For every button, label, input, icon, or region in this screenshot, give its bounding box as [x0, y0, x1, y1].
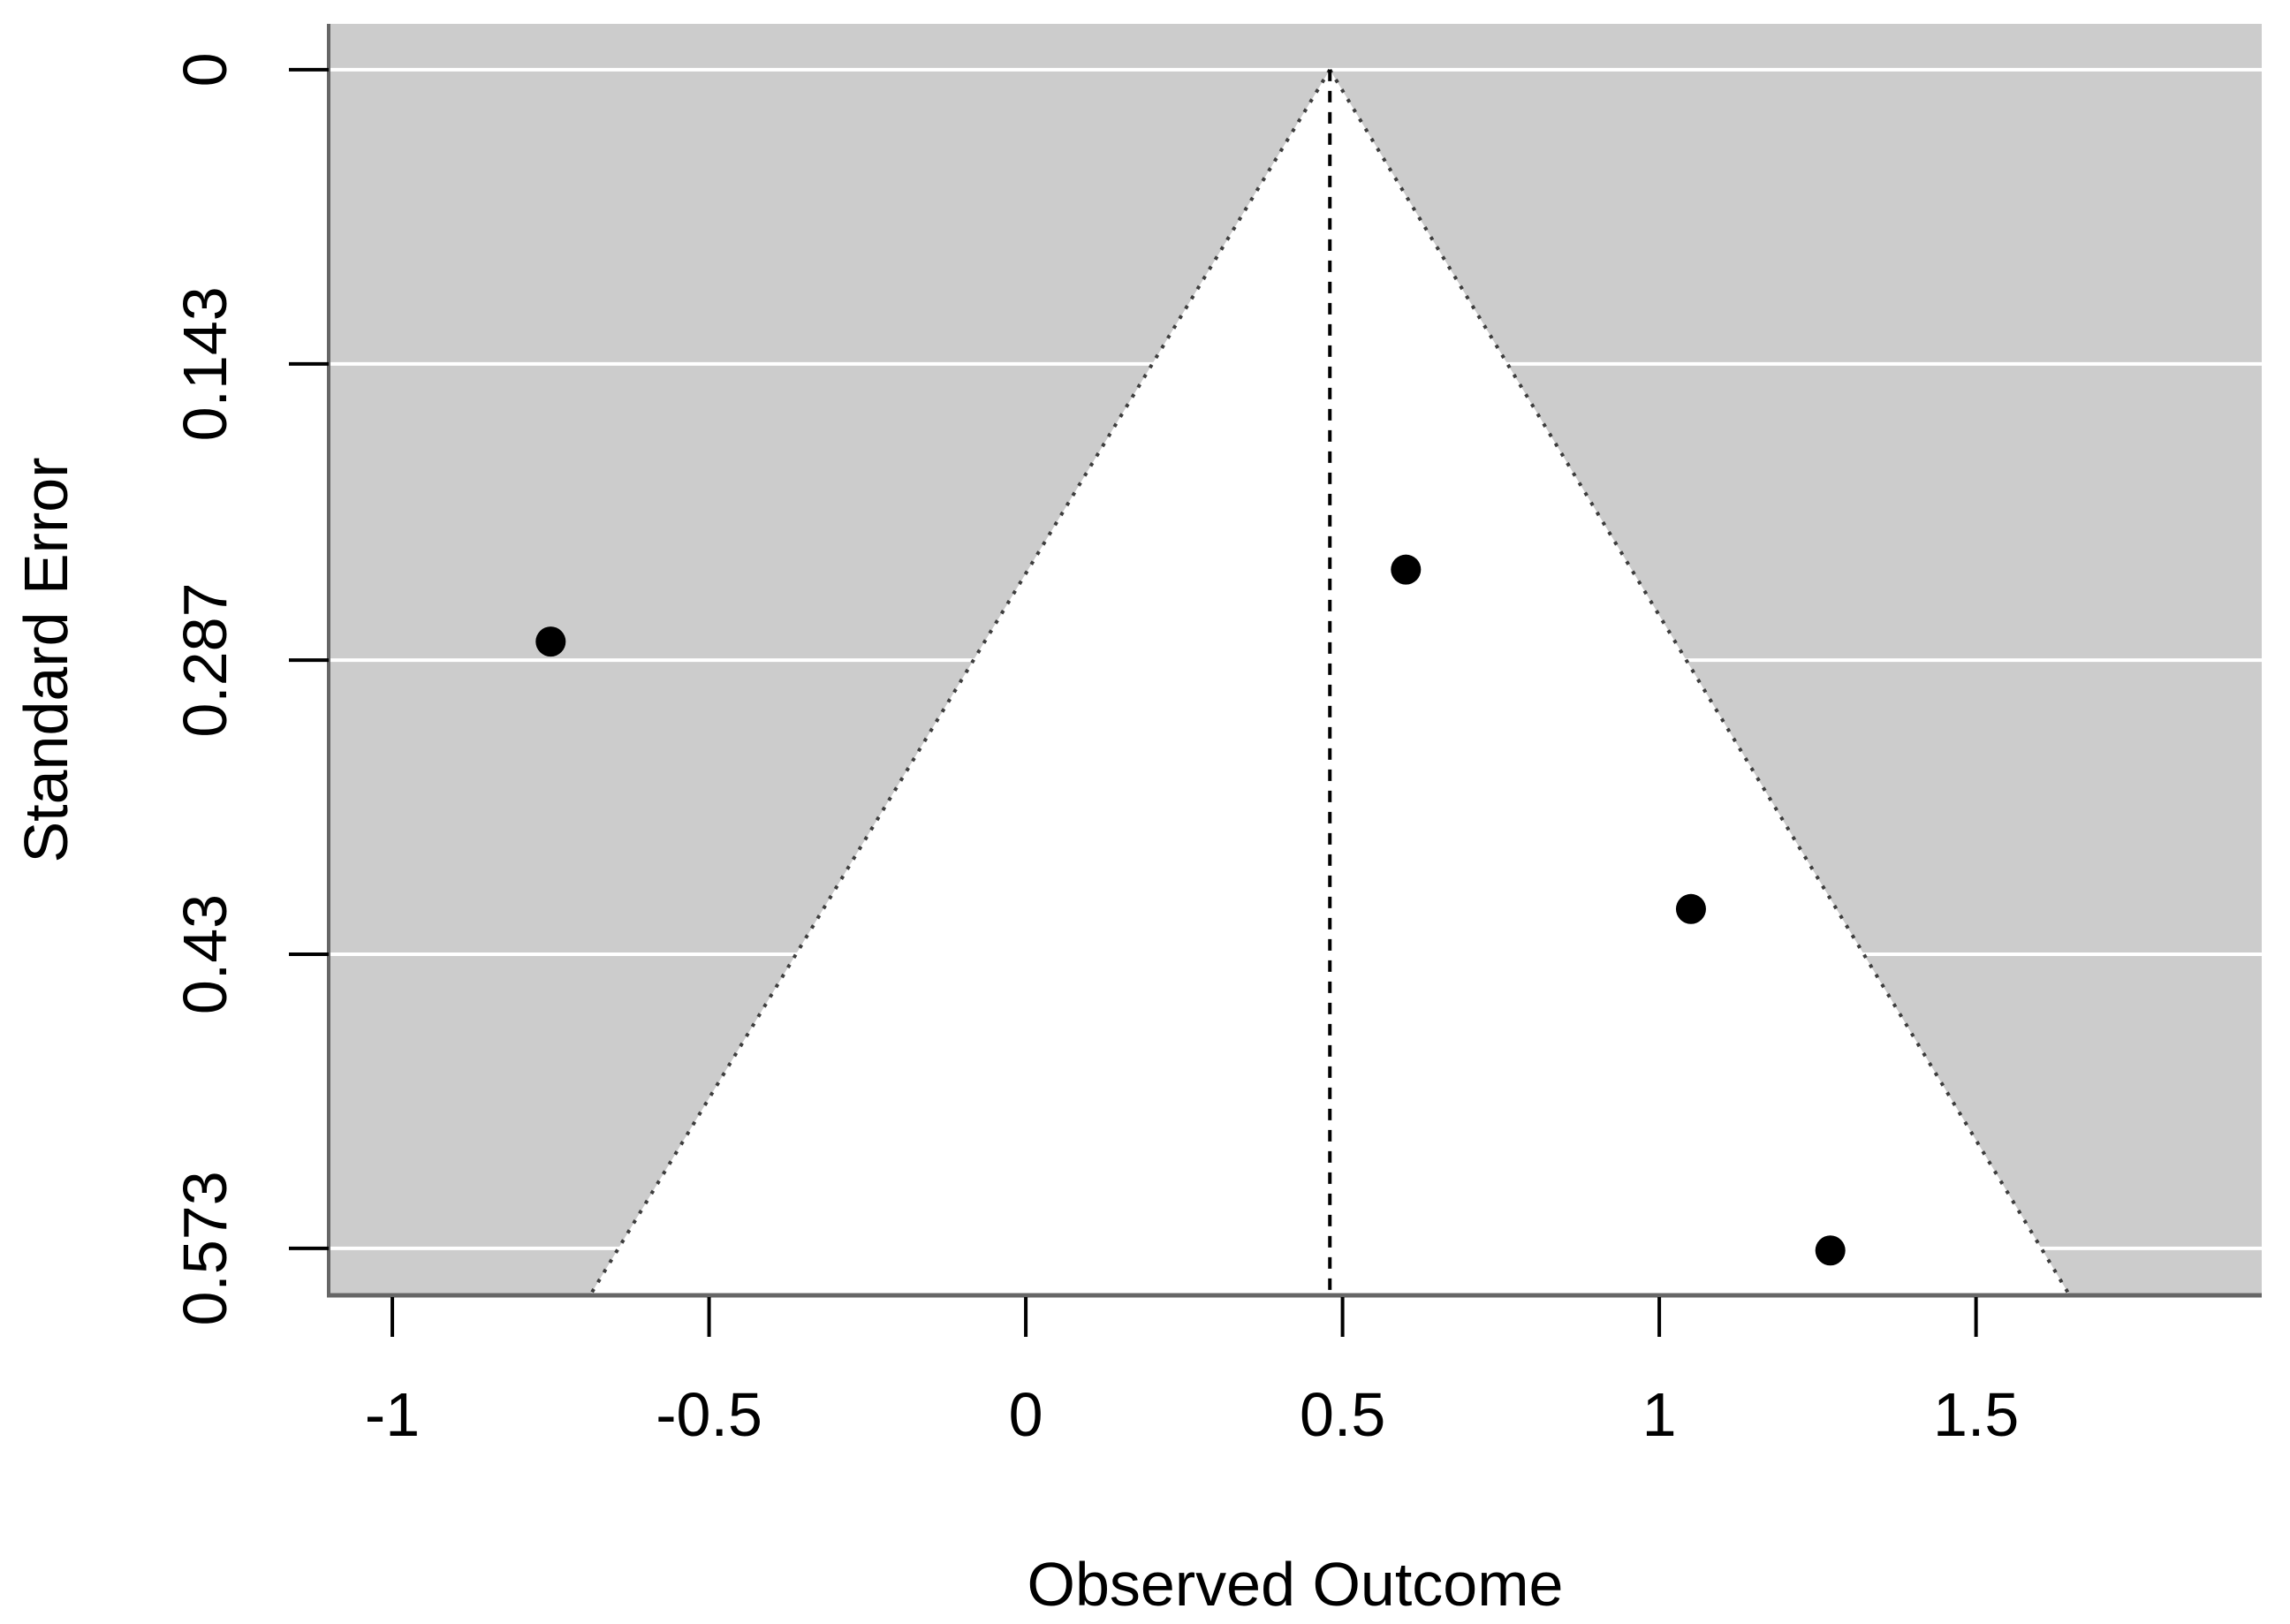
y-tick-label: 0.573 [171, 1171, 239, 1325]
study-data-point [1391, 554, 1422, 585]
x-tick-label: 0.5 [1300, 1380, 1385, 1449]
y-tick-label: 0.43 [171, 894, 239, 1014]
x-tick-label: 1 [1642, 1380, 1677, 1449]
y-tick-label: 0.287 [171, 582, 239, 737]
y-tick-label: 0.143 [171, 286, 239, 441]
y-tick-label: 0 [171, 52, 239, 87]
study-data-point [1815, 1235, 1846, 1266]
study-data-point [1675, 893, 1706, 924]
x-axis-title: Observed Outcome [1027, 1550, 1564, 1619]
x-tick-label: 1.5 [1933, 1380, 2019, 1449]
x-tick-label: -0.5 [656, 1380, 762, 1449]
study-data-point [535, 626, 566, 657]
x-tick-label: 0 [1009, 1380, 1043, 1449]
funnel-confidence-region [589, 69, 2070, 1296]
y-axis-title: Standard Error [11, 457, 80, 863]
x-tick-label: -1 [365, 1380, 420, 1449]
